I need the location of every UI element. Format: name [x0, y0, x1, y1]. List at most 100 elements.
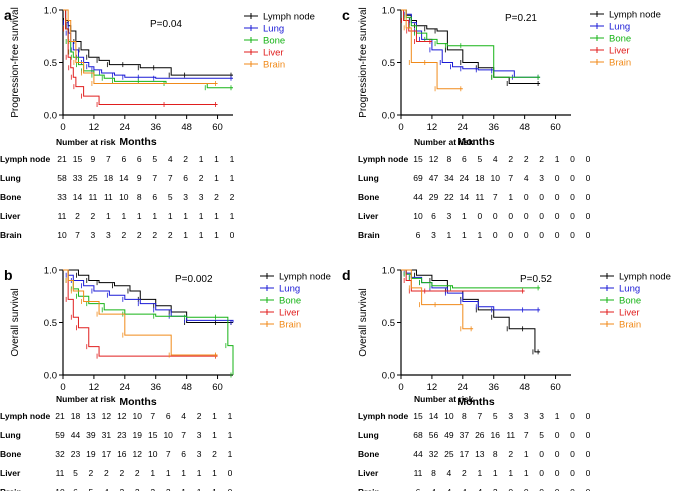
- panel-a-risk-value: 1: [230, 173, 235, 183]
- panel-c-risk-value: 0: [477, 211, 482, 221]
- panel-b-risk-value: 12: [117, 411, 127, 421]
- panel-c-risk-value: 18: [475, 173, 485, 183]
- panel-b-risk-value: 1: [212, 468, 217, 478]
- panel-c-y-tick-label: 1.0: [382, 6, 395, 17]
- panel-a-risk-value: 1: [152, 211, 157, 221]
- panel-a-risk-value: 2: [137, 230, 142, 240]
- panel-b-risk-header: Number at risk: [56, 394, 116, 404]
- panel-c-legend-label: Bone: [609, 34, 631, 45]
- panel-a-legend-label: Brain: [263, 60, 285, 71]
- panel-c-risk-value: 0: [570, 192, 575, 202]
- panel-a-legend-label: Liver: [263, 48, 284, 59]
- panel-c-risk-row-label: Liver: [358, 211, 379, 221]
- panel-a-x-label: Months: [119, 136, 156, 148]
- panel-d-x-label: Months: [457, 396, 494, 408]
- panel-a-risk-value: 1: [214, 154, 219, 164]
- panel-a-risk-row-label: Liver: [0, 211, 21, 221]
- panel-a-x-tick-label: 24: [120, 122, 131, 133]
- panel-d-p-value: P=0.52: [520, 274, 552, 285]
- panel-a-p-value: P=0.04: [150, 19, 182, 30]
- panel-a-risk-value: 10: [119, 192, 129, 202]
- panel-a-risk-value: 11: [88, 192, 97, 202]
- panel-d-risk-value: 3: [524, 411, 529, 421]
- panel-d-legend-label: Lymph node: [619, 272, 671, 283]
- panel-b-risk-value: 3: [197, 430, 202, 440]
- panel-d-risk-value: 17: [460, 449, 470, 459]
- panel-a-legend-label: Lung: [263, 24, 284, 35]
- panel-a-risk-value: 6: [137, 154, 142, 164]
- panel-c-risk-row-label: Lymph node: [358, 154, 408, 164]
- panel-b-risk-value: 1: [212, 487, 217, 491]
- panel-b-risk-value: 11: [56, 468, 65, 478]
- panel-c-risk-value: 6: [462, 154, 467, 164]
- panel-a-risk-value: 7: [152, 173, 157, 183]
- panel-d-risk-value: 11: [506, 430, 515, 440]
- panel-b-risk-value: 2: [212, 449, 217, 459]
- panel-d-risk-value: 49: [444, 430, 454, 440]
- panel-d-risk-value: 5: [493, 411, 498, 421]
- panel-a-risk-value: 1: [230, 211, 235, 221]
- panel-d-risk-value: 0: [586, 487, 591, 491]
- panel-c-risk-row-label: Bone: [358, 192, 380, 202]
- panel-c-risk-value: 22: [444, 192, 454, 202]
- panel-d-y-tick-label: 0.5: [382, 318, 395, 329]
- panel-d-risk-value: 32: [429, 449, 439, 459]
- panel-a-y-tick-label: 0.5: [44, 58, 57, 69]
- panel-a-risk-value: 2: [152, 230, 157, 240]
- panel-a-series-brain: [63, 9, 218, 84]
- panel-d-risk-value: 16: [491, 430, 501, 440]
- panel-b-risk-value: 2: [89, 468, 94, 478]
- panel-b-risk-value: 1: [181, 468, 186, 478]
- panel-b-risk-value: 19: [86, 449, 96, 459]
- panel-b-series-brain: [63, 269, 218, 356]
- panel-d-risk-value: 1: [524, 468, 529, 478]
- panel-d-risk-value: 0: [539, 449, 544, 459]
- panel-a-risk-row-label: Lung: [0, 173, 21, 183]
- panel-a-risk-value: 1: [168, 211, 173, 221]
- panel-a-series-bone: [63, 9, 233, 89]
- panel-c-x-tick-label: 0: [398, 122, 403, 133]
- panel-c-risk-value: 0: [539, 230, 544, 240]
- panel-c-risk-value: 44: [413, 192, 423, 202]
- panel-b-risk-value: 6: [181, 449, 186, 459]
- panel-a-legend-label: Lymph node: [263, 12, 315, 23]
- panel-a-risk-value: 3: [106, 230, 111, 240]
- panel-d-risk-value: 11: [414, 468, 423, 478]
- panel-b-risk-value: 7: [166, 449, 171, 459]
- panel-b-risk-value: 31: [102, 430, 112, 440]
- panel-c-risk-value: 0: [570, 173, 575, 183]
- panel-b-risk-value: 12: [102, 411, 112, 421]
- panel-b-risk-row-label: Brain: [0, 487, 22, 491]
- panel-b-risk-value: 7: [150, 411, 155, 421]
- panel-a-risk-value: 21: [57, 154, 67, 164]
- panel-c-risk-value: 0: [524, 192, 529, 202]
- panel-d-risk-value: 3: [539, 411, 544, 421]
- panel-b-risk-row-label: Liver: [0, 468, 21, 478]
- panel-d-risk-value: 4: [477, 487, 482, 491]
- panel-b-risk-value: 2: [135, 487, 140, 491]
- panel-c-risk-value: 7: [493, 192, 498, 202]
- panel-b-legend-label: Brain: [279, 320, 301, 331]
- panel-d-risk-value: 7: [524, 430, 529, 440]
- panel-b-risk-value: 13: [86, 411, 96, 421]
- panel-a-risk-value: 1: [214, 211, 219, 221]
- panel-d-risk-value: 0: [555, 468, 560, 478]
- panel-b-risk-value: 15: [148, 430, 158, 440]
- panel-c-risk-value: 12: [429, 154, 439, 164]
- panel-a-risk-value: 1: [183, 211, 188, 221]
- panel-d-risk-value: 8: [431, 468, 436, 478]
- panel-a-risk-value: 2: [199, 173, 204, 183]
- panel-c-legend-label: Liver: [609, 46, 630, 57]
- panel-b-risk-value: 1: [197, 468, 202, 478]
- panel-a-risk-value: 11: [104, 192, 113, 202]
- panel-d-legend-label: Lung: [619, 284, 640, 295]
- panel-b-risk-value: 10: [148, 449, 158, 459]
- panel-b-risk-value: 5: [89, 487, 94, 491]
- panel-d-risk-value: 0: [570, 487, 575, 491]
- panel-a-risk-value: 0: [230, 230, 235, 240]
- panel-b-risk-value: 16: [117, 449, 127, 459]
- panel-d-x-tick-label: 48: [519, 382, 530, 393]
- panel-c-risk-value: 34: [444, 173, 454, 183]
- panel-d-risk-value: 2: [508, 449, 513, 459]
